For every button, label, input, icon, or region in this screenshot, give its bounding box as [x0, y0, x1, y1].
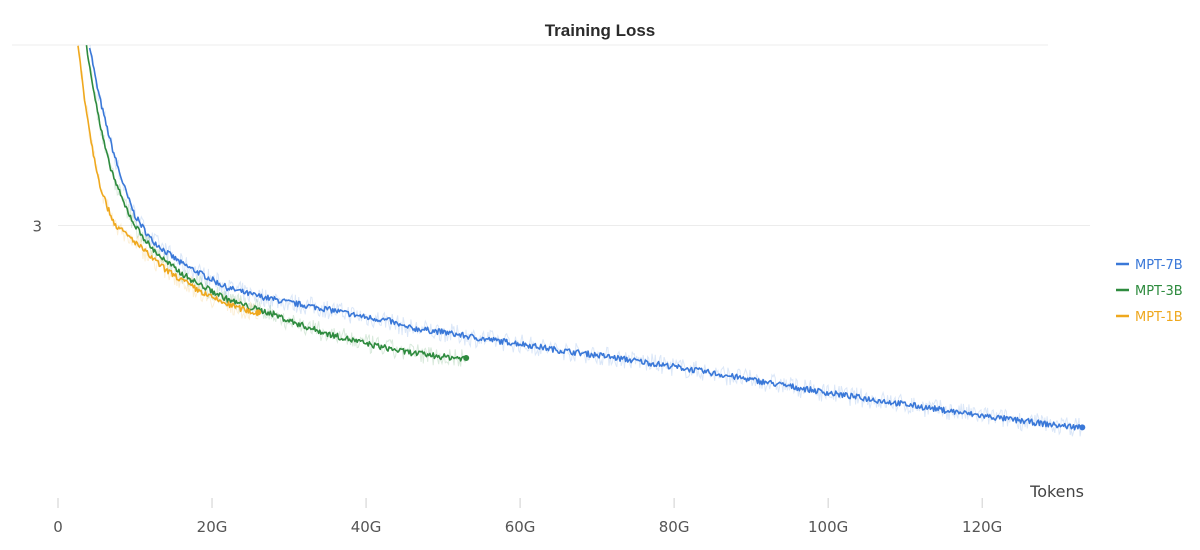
noise-band-layer — [78, 45, 1083, 437]
series-endpoint-mpt-7b — [1079, 424, 1086, 431]
x-axis-label: Tokens — [1029, 482, 1084, 501]
series-endpoint-mpt-1b — [255, 309, 262, 316]
legend-label: MPT-7B — [1135, 258, 1183, 273]
x-tick-label: 120G — [962, 518, 1002, 536]
x-tick-label: 20G — [197, 518, 228, 536]
x-tick-label: 40G — [351, 518, 382, 536]
x-tick-label: 100G — [808, 518, 848, 536]
series-noise-mpt-3b — [86, 45, 467, 367]
series-line-mpt-1b — [77, 45, 259, 317]
y-tick-label: 3 — [32, 217, 42, 235]
x-axis-ticks: 0 20G 40G 60G 80G 100G 120G — [53, 498, 1002, 536]
x-tick-label: 60G — [505, 518, 536, 536]
legend: MPT-7B MPT-3B MPT-1B — [1116, 258, 1183, 325]
series-endpoint-mpt-3b — [463, 354, 470, 361]
legend-label: MPT-3B — [1135, 284, 1183, 299]
series-noise-mpt-1b — [78, 45, 259, 321]
series-layer — [77, 45, 1086, 431]
legend-label: MPT-1B — [1135, 310, 1183, 325]
x-tick-label: 0 — [53, 518, 63, 536]
y-axis-ticks: 3 — [32, 217, 42, 235]
series-line-mpt-7b — [88, 47, 1083, 431]
series-line-mpt-3b — [85, 45, 467, 362]
x-tick-label: 80G — [659, 518, 690, 536]
series-noise-mpt-7b — [89, 45, 1083, 437]
chart-title: Training Loss — [545, 21, 656, 40]
